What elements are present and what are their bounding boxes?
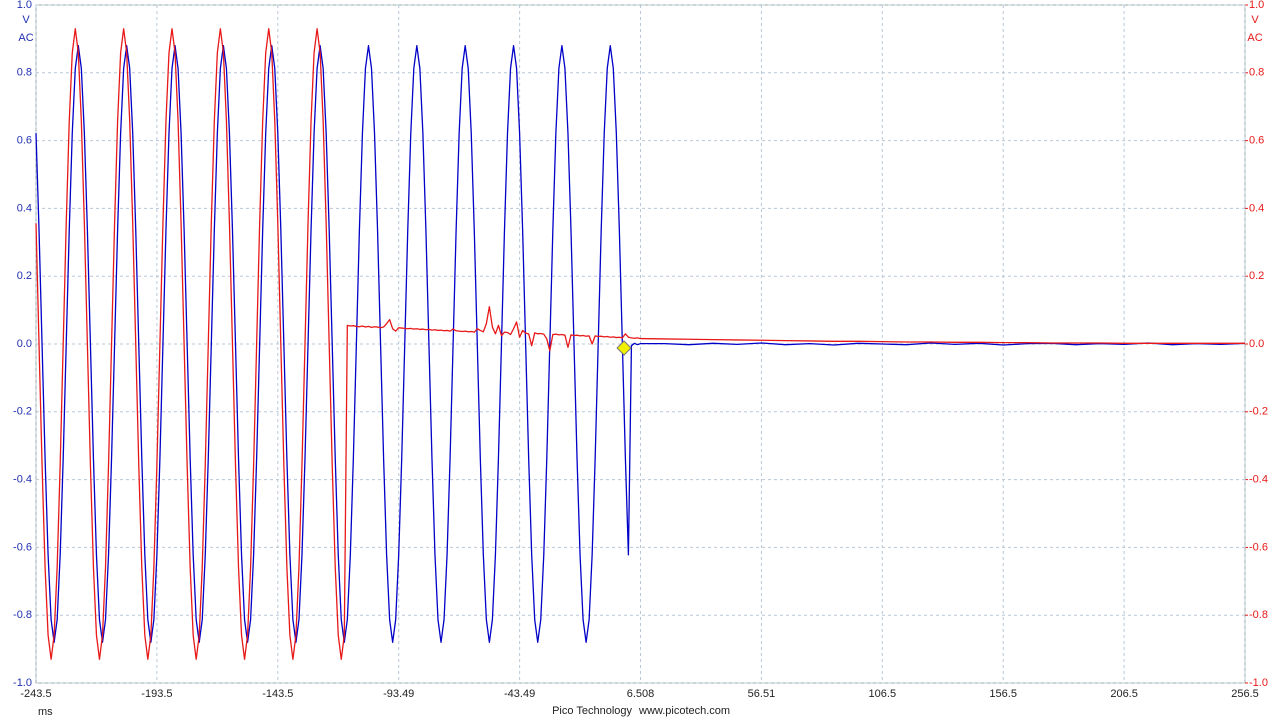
footer-company: Pico Technology	[552, 705, 632, 717]
y-tick-label: -0.2	[13, 406, 32, 418]
y2-tick-label: -1.0	[1249, 677, 1268, 689]
y2-unit: V	[1251, 14, 1259, 26]
trace-line	[35, 28, 1245, 660]
y-tick-label: 0.8	[17, 67, 32, 79]
x-tick-label: 206.5	[1110, 688, 1138, 700]
y-unit: V	[22, 14, 30, 26]
y2-tick-label: 0.4	[1249, 202, 1264, 214]
y2-tick-label: 1.0	[1249, 0, 1264, 11]
x-tick-label: 6.508	[627, 688, 655, 700]
x-axis-label: ms	[38, 706, 53, 718]
y-tick-label: 0.0	[17, 338, 32, 350]
x-tick-label: -43.49	[504, 688, 535, 700]
x-tick-label: 256.5	[1231, 688, 1259, 700]
y-tick-label: -0.4	[13, 474, 32, 486]
footer-url: www.picotech.com	[638, 705, 730, 717]
x-tick-label: -93.49	[383, 688, 414, 700]
trigger-marker	[616, 340, 632, 356]
y-tick-label: 1.0	[17, 0, 32, 11]
x-tick-label: 156.5	[989, 688, 1017, 700]
y-tick-label: 0.2	[17, 270, 32, 282]
trace-line	[35, 45, 1246, 643]
x-tick-label: -143.5	[262, 688, 293, 700]
y2-tick-label: 0.6	[1249, 135, 1264, 147]
y2-tick-label: 0.0	[1249, 338, 1264, 350]
y-coupling: AC	[18, 32, 33, 44]
y2-tick-label: -0.8	[1249, 609, 1268, 621]
x-tick-label: -243.5	[20, 688, 51, 700]
y-tick-label: -0.8	[13, 609, 32, 621]
y2-tick-label: 0.8	[1249, 67, 1264, 79]
x-tick-label: -193.5	[141, 688, 172, 700]
y-tick-label: 0.6	[17, 135, 32, 147]
y-tick-label: 0.4	[17, 202, 32, 214]
y-tick-label: -0.6	[13, 541, 32, 553]
x-tick-label: 106.5	[869, 688, 897, 700]
y2-coupling: AC	[1247, 32, 1262, 44]
y2-tick-label: -0.2	[1249, 406, 1268, 418]
y2-tick-label: 0.2	[1249, 270, 1264, 282]
y2-tick-label: -0.4	[1249, 474, 1268, 486]
x-tick-label: 56.51	[748, 688, 776, 700]
y2-tick-label: -0.6	[1249, 541, 1268, 553]
y-tick-label: -1.0	[13, 677, 32, 689]
